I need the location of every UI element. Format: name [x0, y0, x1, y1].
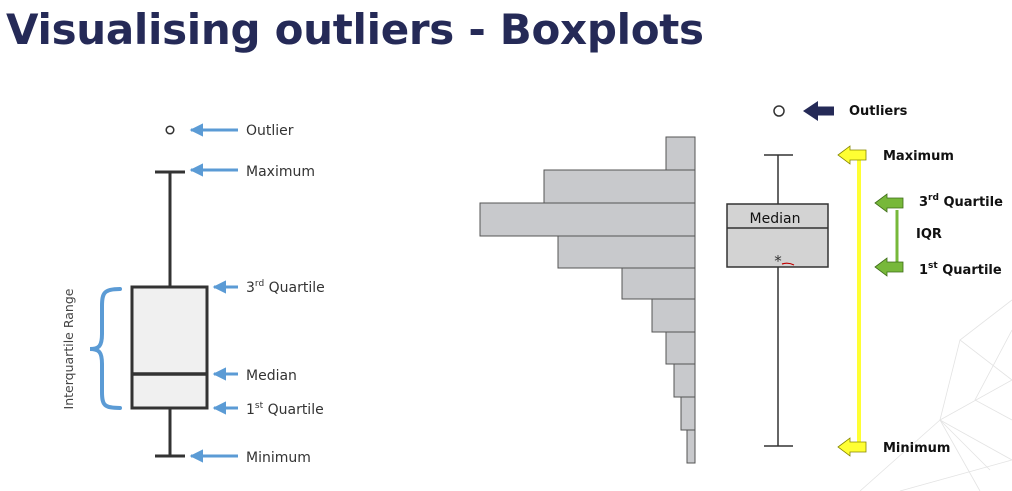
- slide-title: Visualising outliers - Boxplots: [6, 5, 704, 54]
- mean-marker: *: [774, 252, 782, 270]
- label-maximum: Maximum: [246, 164, 315, 180]
- histogram-bar: [686, 429, 696, 464]
- label-q1: 1st Quartile: [919, 261, 1002, 278]
- label-minimum: Minimum: [246, 450, 311, 466]
- mean-marker-tick: [781, 262, 795, 266]
- iqr-bracket: [89, 287, 122, 410]
- outlier-point: [165, 125, 175, 135]
- median-label: Median: [750, 211, 801, 227]
- histogram-bar: [665, 331, 696, 365]
- histogram-bar: [680, 396, 696, 431]
- histogram-bar: [557, 235, 696, 269]
- left-boxplot-diagram: Interquartile Range Outlier Maximum 3rd …: [61, 123, 325, 466]
- arrow-outliers: [803, 101, 834, 121]
- label-outliers: Outliers: [849, 104, 908, 119]
- sideways-histogram: [479, 136, 696, 464]
- histogram-bar: [651, 298, 696, 333]
- arrow-q3: [874, 193, 904, 213]
- histogram-bar: [543, 169, 696, 204]
- histogram-bar: [479, 202, 696, 237]
- label-outlier: Outlier: [246, 123, 294, 139]
- histogram-bar: [621, 267, 696, 300]
- arrow-maximum: [837, 145, 867, 165]
- label-q1: 1st Quartile: [246, 401, 324, 418]
- label-maximum: Maximum: [883, 149, 954, 164]
- arrow-minimum: [837, 437, 867, 457]
- right-annotations: Outliers Maximum Minimum 3rd Quartile IQ…: [803, 101, 1003, 457]
- label-minimum: Minimum: [883, 441, 950, 456]
- histogram-bar: [665, 136, 696, 171]
- label-iqr: IQR: [916, 227, 942, 242]
- decorative-polygon-pattern: [859, 299, 1012, 491]
- label-q3: 3rd Quartile: [246, 279, 325, 296]
- iqr-axis-label: Interquartile Range: [61, 288, 76, 409]
- iqr-box: [130, 285, 209, 410]
- histogram-bar: [673, 363, 696, 398]
- outlier-point: [773, 105, 785, 117]
- label-median: Median: [246, 368, 297, 384]
- right-boxplot: Median *: [726, 105, 829, 447]
- label-q3: 3rd Quartile: [919, 193, 1003, 210]
- arrow-q1: [874, 257, 904, 277]
